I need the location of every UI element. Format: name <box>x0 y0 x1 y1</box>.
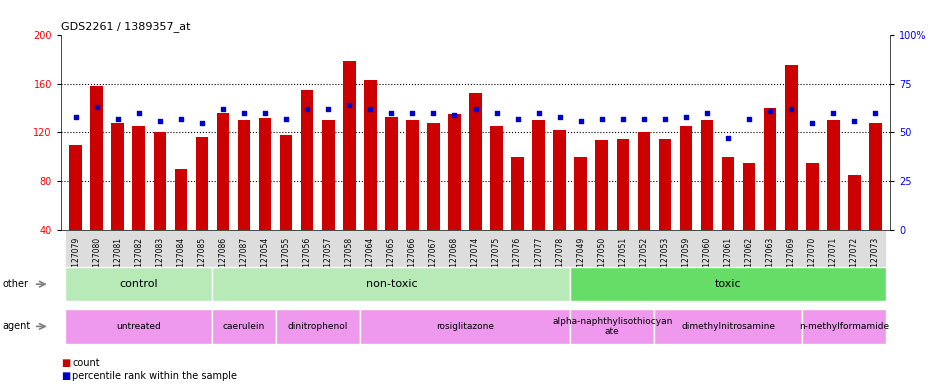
Bar <box>154 132 166 279</box>
Text: non-toxic: non-toxic <box>365 279 417 289</box>
Text: n-methylformamide: n-methylformamide <box>797 322 888 331</box>
Bar <box>90 86 103 279</box>
Point <box>467 106 482 112</box>
Bar <box>616 139 628 279</box>
Point <box>384 110 399 116</box>
Bar <box>763 108 776 279</box>
Bar <box>196 137 208 279</box>
Bar <box>847 175 860 279</box>
Point <box>867 110 882 116</box>
Text: GDS2261 / 1389357_at: GDS2261 / 1389357_at <box>61 21 190 32</box>
Bar <box>343 61 355 279</box>
Bar <box>636 132 650 279</box>
Point <box>131 110 146 116</box>
Point <box>257 110 272 116</box>
Point <box>615 116 630 122</box>
Bar <box>300 89 314 279</box>
Text: percentile rank within the sample: percentile rank within the sample <box>72 371 237 381</box>
Text: control: control <box>119 279 158 289</box>
Point <box>489 110 504 116</box>
Point <box>236 110 251 116</box>
Bar <box>447 114 461 279</box>
Text: dimethylnitrosamine: dimethylnitrosamine <box>680 322 774 331</box>
Bar <box>784 65 797 279</box>
Text: agent: agent <box>3 321 31 331</box>
Point <box>173 116 188 122</box>
Text: alpha-naphthylisothiocyan
ate: alpha-naphthylisothiocyan ate <box>551 317 672 336</box>
Point <box>825 110 840 116</box>
Bar <box>132 126 145 279</box>
Point <box>215 106 230 112</box>
Point <box>804 120 819 126</box>
Point <box>194 120 209 126</box>
Point <box>278 116 293 122</box>
Text: other: other <box>3 279 29 289</box>
Point <box>573 118 588 124</box>
Bar <box>216 113 229 279</box>
Point <box>762 108 777 114</box>
Bar <box>322 120 334 279</box>
Point <box>636 116 651 122</box>
Point <box>153 118 168 124</box>
Text: caerulein: caerulein <box>223 322 265 331</box>
Text: toxic: toxic <box>714 279 740 289</box>
Text: ■: ■ <box>61 371 70 381</box>
Bar <box>574 157 587 279</box>
Point <box>531 110 546 116</box>
Bar <box>258 118 271 279</box>
Bar <box>238 120 250 279</box>
Bar <box>595 140 607 279</box>
Text: count: count <box>72 358 99 368</box>
Point <box>68 114 83 120</box>
Bar <box>280 135 292 279</box>
Bar <box>700 120 712 279</box>
Bar <box>805 163 818 279</box>
Bar <box>427 123 439 279</box>
Point <box>657 116 672 122</box>
Bar <box>385 117 397 279</box>
Bar <box>532 120 545 279</box>
Point <box>320 106 335 112</box>
Point <box>446 112 461 118</box>
Point <box>782 106 797 112</box>
Point <box>699 110 714 116</box>
Bar <box>511 157 523 279</box>
Bar <box>721 157 734 279</box>
Point <box>426 110 441 116</box>
Bar <box>405 120 418 279</box>
Bar <box>363 80 376 279</box>
Bar <box>69 145 81 279</box>
Bar <box>658 139 670 279</box>
Text: dinitrophenol: dinitrophenol <box>287 322 347 331</box>
Bar <box>469 93 481 279</box>
Point <box>89 104 104 110</box>
Point <box>300 106 314 112</box>
Bar <box>679 126 692 279</box>
Point <box>551 114 566 120</box>
Text: rosiglitazone: rosiglitazone <box>435 322 493 331</box>
Point <box>110 116 125 122</box>
Point <box>362 106 377 112</box>
Point <box>509 116 524 122</box>
Bar <box>553 130 565 279</box>
Point <box>678 114 693 120</box>
Text: untreated: untreated <box>116 322 161 331</box>
Bar <box>742 163 754 279</box>
Point <box>593 116 608 122</box>
Point <box>846 118 861 124</box>
Text: ■: ■ <box>61 358 70 368</box>
Bar <box>826 120 839 279</box>
Bar <box>111 123 124 279</box>
Bar <box>174 169 187 279</box>
Point <box>342 102 357 108</box>
Point <box>404 110 419 116</box>
Bar <box>869 123 881 279</box>
Point <box>720 135 735 141</box>
Bar <box>490 126 503 279</box>
Point <box>741 116 756 122</box>
